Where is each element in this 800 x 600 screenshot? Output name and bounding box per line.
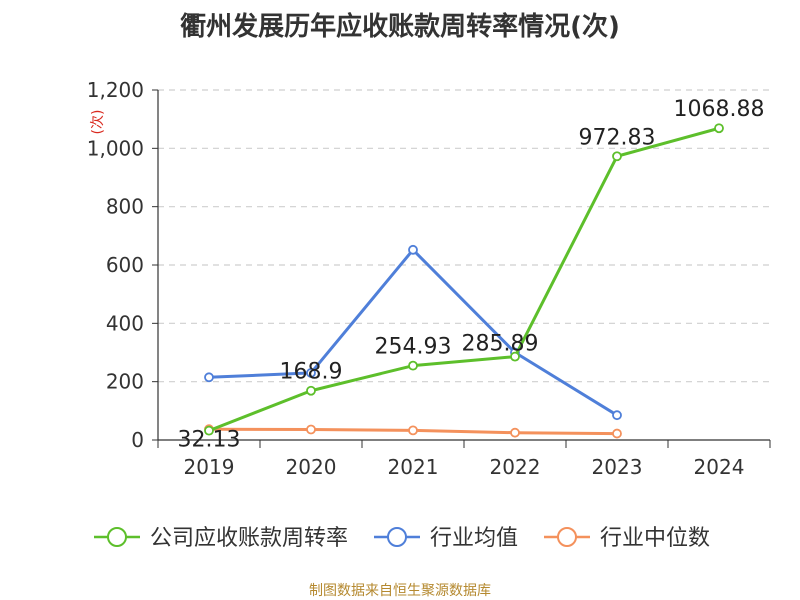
x-tick-label: 2019 — [184, 455, 235, 479]
y-tick-label: 1,000 — [87, 136, 144, 160]
data-point — [408, 425, 418, 436]
legend-marker-icon — [107, 527, 127, 547]
data-point — [612, 410, 622, 421]
data-label: 1068.88 — [674, 97, 765, 122]
x-tick-label: 2024 — [694, 455, 745, 479]
data-label: 32.13 — [178, 428, 241, 453]
data-label: 285.89 — [462, 332, 539, 357]
y-tick-label: 400 — [106, 311, 144, 335]
y-tick-label: 600 — [106, 253, 144, 277]
legend-label: 公司应收账款周转率 — [150, 526, 348, 551]
x-tick-label: 2021 — [388, 455, 439, 479]
data-point — [714, 123, 724, 134]
y-tick-label: 0 — [131, 428, 144, 452]
data-point — [510, 427, 520, 438]
legend-marker-icon — [557, 527, 577, 547]
y-axis-label: (次) — [90, 110, 106, 135]
source-note: 制图数据来自恒生聚源数据库 — [309, 583, 491, 599]
chart-title: 衢州发展历年应收账款周转率情况(次) — [180, 12, 620, 42]
data-point — [306, 368, 316, 378]
y-tick-label: 200 — [106, 370, 144, 394]
data-point — [408, 360, 418, 371]
data-label: 168.9 — [280, 360, 343, 385]
data-point — [306, 385, 316, 396]
data-label: 972.83 — [579, 125, 656, 150]
x-tick-label: 2022 — [490, 455, 541, 479]
data-label: 254.93 — [375, 335, 452, 360]
y-tick-label: 800 — [106, 195, 144, 219]
data-point — [612, 428, 622, 439]
legend-marker-icon — [387, 527, 407, 547]
y-tick-label: 1,200 — [87, 78, 144, 102]
x-tick-label: 2023 — [592, 455, 643, 479]
data-point — [204, 425, 214, 436]
data-point — [306, 424, 316, 435]
series-line — [207, 126, 721, 433]
x-tick-label: 2020 — [286, 455, 337, 479]
legend-label: 行业中位数 — [600, 526, 710, 551]
data-point — [204, 372, 214, 383]
data-point — [510, 351, 520, 362]
legend-label: 行业均值 — [430, 526, 518, 551]
data-point — [408, 244, 418, 255]
data-point — [612, 151, 622, 162]
